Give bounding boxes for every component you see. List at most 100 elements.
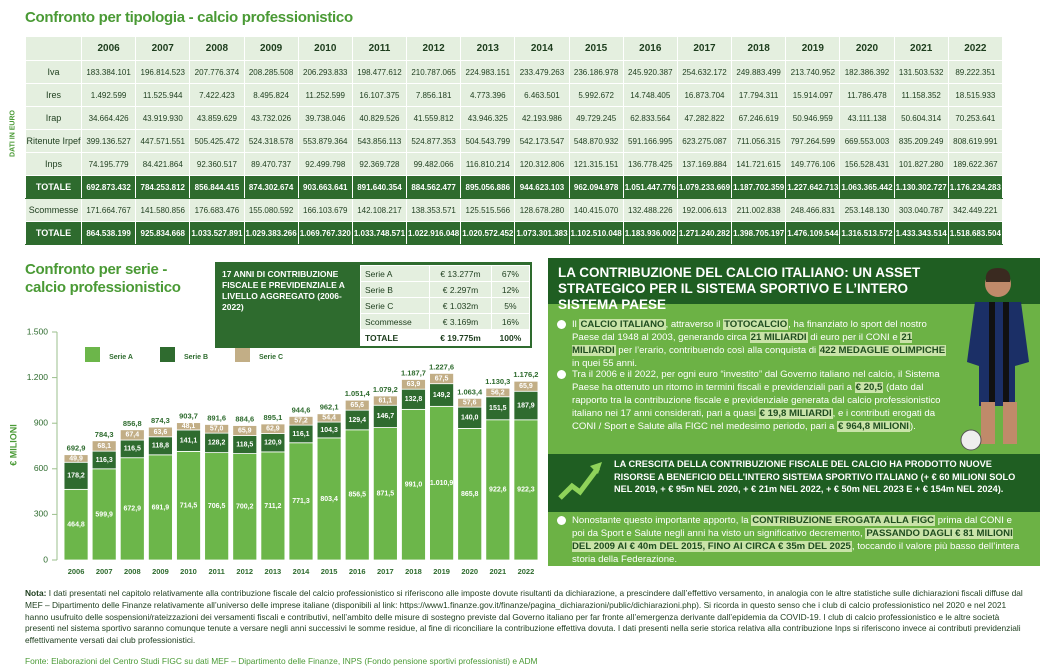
x-tick-label: 2022 (518, 567, 535, 576)
cell: 1.187.702.359 (731, 175, 787, 199)
x-tick-label: 2014 (293, 567, 311, 576)
cell: 7.856.181 (406, 83, 462, 107)
total-label: 692,9 (67, 444, 86, 453)
value-label: 48,1 (182, 423, 196, 430)
total-label: 1.063,4 (457, 387, 483, 396)
row-label: Irap (25, 106, 82, 130)
value-label: 57,0 (210, 426, 224, 433)
bar-segment (176, 422, 201, 431)
table-row: Iva 183.384.101 196.814.523 207.776.374 208.… (25, 60, 1004, 84)
cell: 207.776.374 (189, 60, 245, 84)
bar-segment (513, 419, 539, 561)
bar-segment (260, 423, 286, 434)
bar-segment (204, 452, 230, 561)
cell: 39.738.046 (297, 106, 353, 130)
cell: 1.433.343.514 (893, 221, 949, 245)
highlight: TOTOCALCIO (723, 319, 789, 330)
cell: 1.176.234.283 (947, 175, 1004, 199)
highlight-box: LA CRESCITA DELLA CONTRIBUZIONE FISCALE … (548, 454, 1040, 512)
bar-segment (148, 426, 173, 438)
legend-label: Serie A (109, 354, 133, 361)
text: Il (572, 319, 580, 330)
cell: 1.033.748.571 (351, 221, 408, 245)
cell: 248.466.831 (785, 198, 841, 222)
table-row: Irap 34.664.426 43.919.930 43.859.629 43.732… (25, 106, 1004, 130)
text: , e i contributi erogati da CONI / Sport… (572, 408, 936, 432)
cell: 14.748.405 (622, 83, 678, 107)
cell: 136.778.425 (622, 152, 678, 176)
value-label: 691,9 (152, 504, 170, 511)
source: Fonte: Elaborazioni del Centro Studi FIG… (25, 656, 538, 666)
inset-box: 17 ANNI DI CONTRIBUZIONE FISCALE E PREVI… (215, 262, 532, 348)
cell: 245.920.387 (622, 60, 678, 84)
cell: 213.740.952 (785, 60, 841, 84)
cell: 137.169.884 (676, 152, 733, 176)
value-label: 129,4 (348, 417, 366, 424)
column-header: 2013 (460, 36, 516, 61)
highlight: € 964,8 MILIONI (837, 421, 910, 432)
cell: 211.002.838 (731, 198, 787, 222)
cell: 11.786.478 (839, 83, 895, 107)
cell: 166.103.679 (297, 198, 353, 222)
cell: 11.158.352 (893, 83, 949, 107)
cell: 903.663.641 (297, 175, 353, 199)
cell: 43.946.325 (460, 106, 516, 130)
cell: 183.384.101 (80, 60, 137, 84)
value-label: 57,2 (294, 418, 308, 425)
note-label: Nota: (25, 588, 47, 598)
cell: 1.102.510.048 (568, 221, 624, 245)
highlight: 21 MILIARDI (749, 332, 808, 343)
value-label: 922,3 (517, 487, 535, 494)
cell: 553.879.364 (297, 129, 353, 153)
cell: 1.069.767.320 (297, 221, 353, 245)
cell: 92.369.728 (351, 152, 408, 176)
cell: 1.476.109.544 (785, 221, 841, 245)
cell: 140.415.070 (568, 198, 624, 222)
cell: 548.870.932 (568, 129, 624, 153)
bar-segment (119, 429, 145, 441)
cell: 176.683.476 (189, 198, 245, 222)
cell: 6.463.501 (514, 83, 570, 107)
table-row: TOTALE 692.873.432 784.253.812 856.844.415 8… (25, 175, 1004, 199)
inset-table: Serie A € 13.277m 67% Serie B € 2.297m 12% Ser… (359, 265, 531, 346)
value-label: 151,5 (489, 405, 507, 412)
column-header: 2021 (893, 36, 949, 61)
cell: 101.827.280 (893, 152, 949, 176)
value-label: 146,7 (377, 413, 395, 420)
value-label: 856,5 (348, 492, 366, 499)
text: , toccando il valore più basso dell’inte… (572, 541, 1020, 565)
cell: 49.729.245 (568, 106, 624, 130)
value-label: 464,8 (67, 522, 85, 529)
row-label: TOTALE (25, 221, 82, 245)
inset-cell: Serie C (359, 297, 431, 314)
cell: 43.859.629 (189, 106, 245, 130)
value-label: 700,2 (236, 504, 254, 511)
cell: 1.518.683.504 (947, 221, 1004, 245)
cell: 11.252.599 (297, 83, 353, 107)
column-header: 2022 (947, 36, 1004, 61)
bar-segment (232, 425, 258, 436)
panel-title: LA CONTRIBUZIONE DEL CALCIO ITALIANO: UN… (548, 258, 1040, 312)
text: , attraverso il (665, 319, 724, 330)
column-header: 2018 (731, 36, 787, 61)
bar-segment (232, 453, 258, 561)
cell: 944.623.103 (514, 175, 570, 199)
value-label: 149,2 (433, 392, 451, 399)
data-table: 2006 2007 2008 2009 2010 2011 2012 2013 2014 2015… (25, 36, 1004, 245)
cell: 505.425.472 (189, 129, 245, 153)
growth-icon (558, 462, 602, 500)
inset-cell: 5% (490, 297, 531, 314)
cell: 128.678.280 (514, 198, 570, 222)
total-label: 856,8 (123, 419, 142, 428)
bar-segment (316, 437, 342, 561)
value-label: 1.010,9 (430, 480, 453, 487)
cell: 210.787.065 (406, 60, 462, 84)
inset-row: Serie B € 2.297m 12% (359, 281, 531, 298)
cell: 254.632.172 (676, 60, 733, 84)
value-label: 65,6 (350, 402, 364, 409)
cell: 591.166.995 (622, 129, 678, 153)
cell: 1.398.705.197 (731, 221, 787, 245)
y-tick-label: 600 (34, 463, 48, 473)
value-label: 61,1 (379, 397, 393, 404)
cell: 891.640.354 (351, 175, 408, 199)
